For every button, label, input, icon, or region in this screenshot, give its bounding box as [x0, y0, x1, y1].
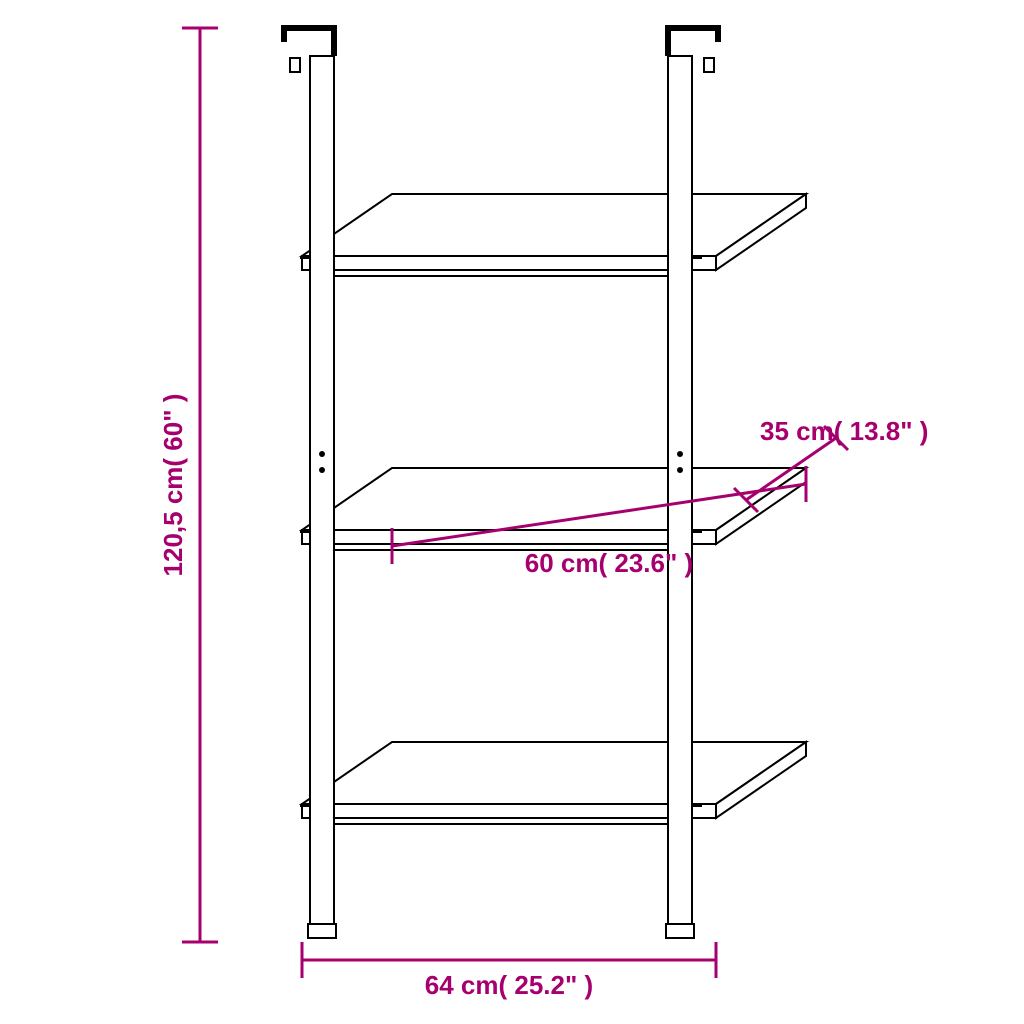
- dimension-base-width-label: 64 cm( 25.2" ): [425, 970, 593, 1000]
- dimension-shelf-depth-label: 35 cm( 13.8" ): [760, 416, 928, 446]
- dimension-height-label: 120,5 cm( 60" ): [158, 394, 188, 577]
- dimension-shelf-width-label: 60 cm( 23.6" ): [525, 548, 693, 578]
